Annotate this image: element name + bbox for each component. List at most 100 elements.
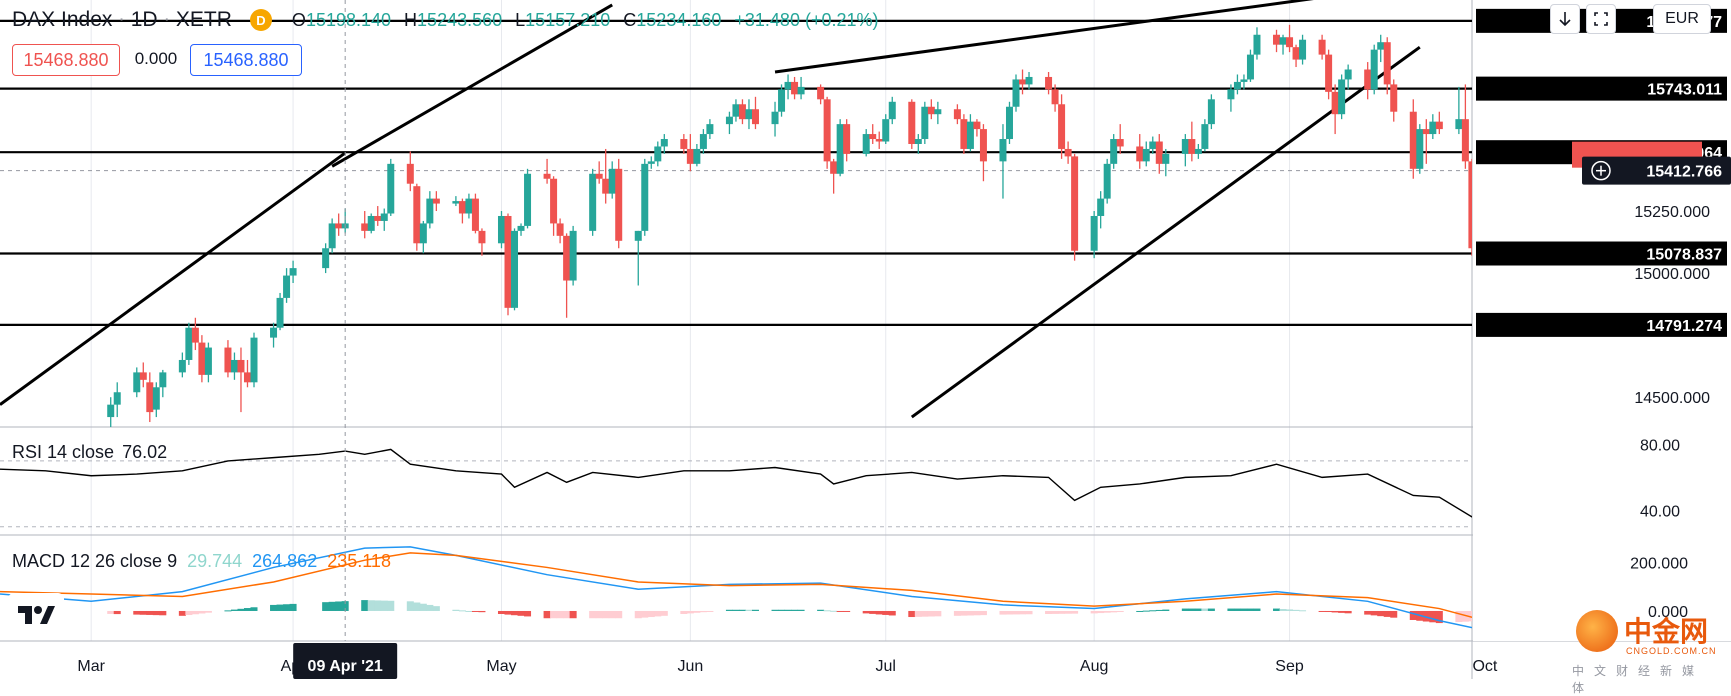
- candle-body: [699, 134, 707, 149]
- candle: [1390, 79, 1398, 122]
- macd-histogram-bar: [1377, 610, 1385, 617]
- macd-histogram-bar: [1051, 610, 1059, 614]
- dax-chart-svg[interactable]: 15250.00015000.00014500.00016000.00080.0…: [0, 0, 1731, 679]
- macd-histogram-bar: [1240, 608, 1248, 611]
- candle: [374, 206, 382, 226]
- candle-body: [283, 275, 291, 298]
- candle: [836, 119, 844, 177]
- delayed-badge[interactable]: D: [249, 9, 272, 31]
- candle-body: [1110, 139, 1118, 164]
- macd-legend[interactable]: MACD 12 26 close 9 29.744 264.862 235.118: [12, 551, 391, 572]
- crosshair: 09 Apr '21: [293, 0, 398, 679]
- candle-body: [732, 104, 740, 117]
- macd-histogram-bar: [608, 610, 616, 619]
- candle: [237, 347, 245, 413]
- time-tick-label: Sep: [1275, 658, 1304, 675]
- candle: [465, 193, 473, 219]
- macd-histogram-bar: [191, 610, 199, 615]
- macd-histogram-bar: [1318, 610, 1326, 612]
- rsi-value: 76.02: [122, 442, 168, 462]
- time-tick-label: Aug: [1080, 658, 1108, 675]
- macd-histogram-bar: [139, 610, 147, 615]
- macd-histogram-bar: [178, 610, 186, 616]
- candle-body: [680, 139, 688, 149]
- candle: [139, 362, 147, 388]
- candle-body: [1429, 121, 1437, 135]
- macd-histogram-bar: [504, 610, 512, 615]
- candle-body: [543, 173, 551, 179]
- candle: [608, 161, 616, 199]
- crosshair-price-label: 15412.766: [1646, 164, 1722, 181]
- candle-body: [1325, 54, 1333, 92]
- symbol-name[interactable]: DAX Index: [12, 8, 113, 31]
- candle: [660, 134, 668, 154]
- candle-body: [999, 139, 1007, 162]
- candle: [204, 342, 212, 383]
- candle-body: [634, 230, 642, 241]
- rsi-legend[interactable]: RSI 14 close 76.02: [12, 442, 167, 463]
- sell-price-button[interactable]: 15468.880: [12, 44, 120, 76]
- candle: [1461, 84, 1469, 169]
- tradingview-logo[interactable]: [8, 593, 64, 637]
- time-tick-label: Jul: [876, 658, 896, 675]
- macd-histogram-bar: [1253, 608, 1261, 611]
- candle: [191, 317, 199, 351]
- currency-selector[interactable]: EUR: [1653, 4, 1711, 34]
- candle: [1012, 74, 1020, 112]
- macd-histogram-bar: [1188, 608, 1196, 611]
- candle-body: [419, 223, 427, 244]
- candle-body: [888, 101, 896, 120]
- interval-label[interactable]: 1D: [130, 8, 158, 31]
- candle-body: [1207, 99, 1215, 125]
- time-tick-label: Mar: [77, 658, 105, 675]
- price-tick-label: 15000.000: [1634, 266, 1710, 283]
- candle: [413, 183, 421, 251]
- candle-body: [563, 235, 571, 281]
- rsi-title: RSI 14 close: [12, 442, 115, 462]
- buy-price-button[interactable]: 15468.880: [190, 44, 302, 76]
- candle-body: [471, 198, 479, 231]
- arrow-down-icon[interactable]: [1550, 4, 1580, 34]
- macd-histogram-bar: [465, 610, 473, 612]
- time-axis: Mar Apr May Jun Jul Aug Sep Oct: [77, 658, 1498, 675]
- macd-histogram-value: 29.744: [187, 551, 243, 571]
- candle-body: [1422, 129, 1430, 135]
- candle-body: [1188, 139, 1196, 154]
- candle: [751, 96, 759, 130]
- macd-histogram-bar: [1422, 610, 1430, 622]
- macd-histogram-bar: [146, 610, 154, 615]
- candle: [1064, 141, 1072, 164]
- candle: [146, 372, 154, 423]
- macd-histogram-bar: [556, 610, 564, 619]
- candle-body: [1286, 37, 1294, 48]
- candle-body: [413, 186, 421, 244]
- candle: [654, 141, 662, 167]
- macd-histogram-bar: [270, 604, 278, 611]
- macd-histogram-bar: [1045, 610, 1053, 614]
- candle-body: [1025, 76, 1033, 85]
- candle: [107, 397, 115, 427]
- candle-body: [641, 163, 649, 231]
- macd-histogram-bar: [550, 610, 558, 619]
- candle-body: [751, 109, 759, 125]
- rsi-tick-label: 40.00: [1640, 503, 1680, 520]
- macd-histogram-bar: [647, 610, 655, 618]
- macd-tick-label: 0.000: [1648, 604, 1688, 621]
- candle: [914, 134, 922, 154]
- macd-histogram-bar: [1246, 608, 1254, 611]
- candle-body: [1149, 141, 1157, 149]
- macd-histogram-bar: [934, 610, 942, 617]
- watermark-logo-icon: [1576, 610, 1618, 652]
- macd-histogram-bar: [778, 609, 786, 611]
- macd-histogram-bar: [693, 610, 701, 613]
- tradingview-logo-icon: [18, 606, 55, 624]
- candle-body: [817, 86, 825, 100]
- fullscreen-icon[interactable]: [1586, 4, 1616, 34]
- crosshair-price-bg: [1582, 156, 1731, 185]
- macd-histogram-bar: [341, 601, 349, 611]
- candle-body: [778, 89, 786, 112]
- candle-body: [654, 146, 662, 162]
- candle-body: [107, 404, 115, 418]
- high-value: 15243.560: [417, 9, 503, 30]
